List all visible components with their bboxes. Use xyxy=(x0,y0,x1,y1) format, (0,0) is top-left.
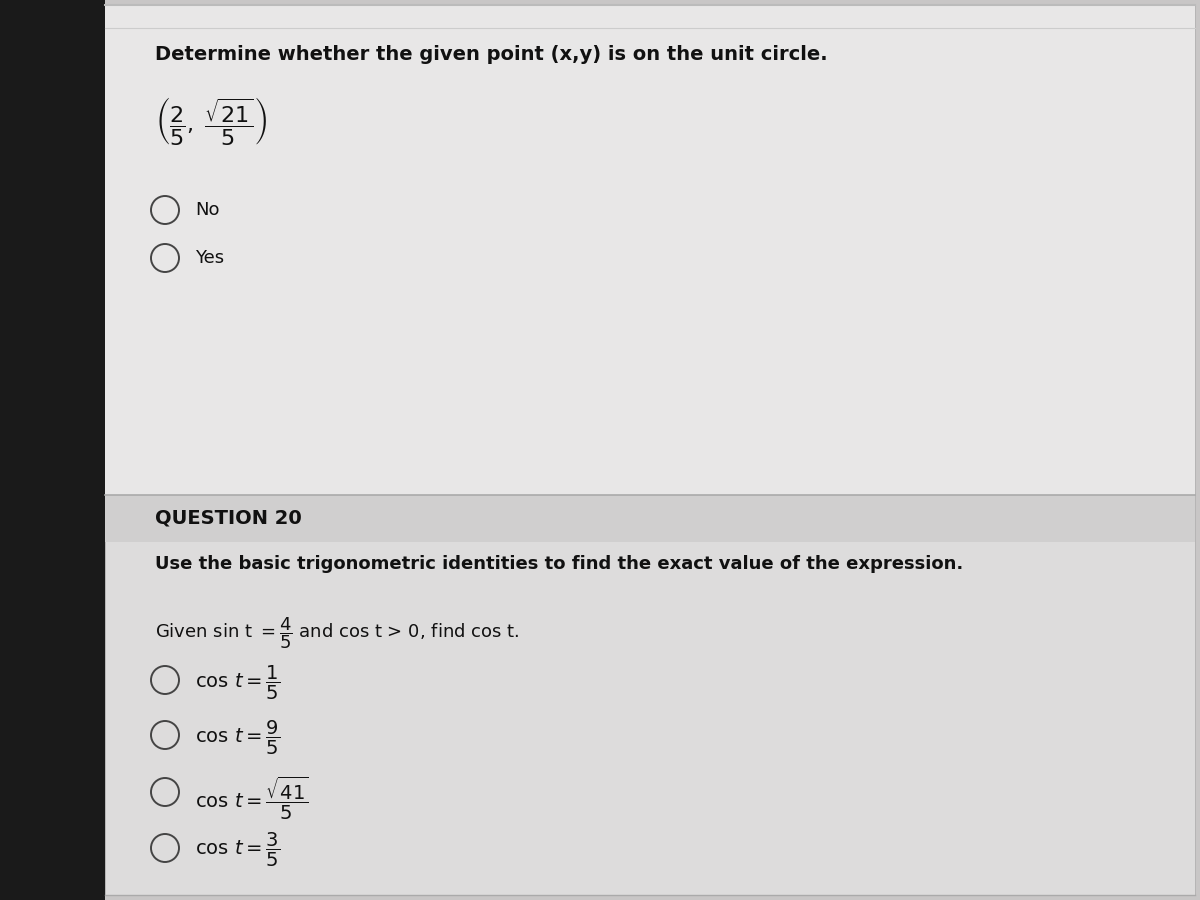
FancyBboxPatch shape xyxy=(0,0,106,900)
Text: Given sin t $= \dfrac{4}{5}$ and cos t > 0, find cos t.: Given sin t $= \dfrac{4}{5}$ and cos t >… xyxy=(155,615,520,651)
FancyBboxPatch shape xyxy=(106,495,1195,542)
Text: $\left(\dfrac{2}{5},\ \dfrac{\sqrt{21}}{5}\right)$: $\left(\dfrac{2}{5},\ \dfrac{\sqrt{21}}{… xyxy=(155,95,268,147)
Text: $\cos\,t = \dfrac{1}{5}$: $\cos\,t = \dfrac{1}{5}$ xyxy=(194,664,280,702)
Text: $\cos\,t = \dfrac{3}{5}$: $\cos\,t = \dfrac{3}{5}$ xyxy=(194,831,280,869)
Text: Yes: Yes xyxy=(194,249,224,267)
Text: $\cos\,t = \dfrac{\sqrt{41}}{5}$: $\cos\,t = \dfrac{\sqrt{41}}{5}$ xyxy=(194,774,308,822)
FancyBboxPatch shape xyxy=(106,5,1195,895)
Text: Use the basic trigonometric identities to find the exact value of the expression: Use the basic trigonometric identities t… xyxy=(155,555,964,573)
FancyBboxPatch shape xyxy=(106,5,1195,495)
Text: $\cos\,t = \dfrac{9}{5}$: $\cos\,t = \dfrac{9}{5}$ xyxy=(194,719,280,757)
Text: Determine whether the given point (x,y) is on the unit circle.: Determine whether the given point (x,y) … xyxy=(155,45,828,64)
Text: QUESTION 20: QUESTION 20 xyxy=(155,508,301,527)
Text: No: No xyxy=(194,201,220,219)
